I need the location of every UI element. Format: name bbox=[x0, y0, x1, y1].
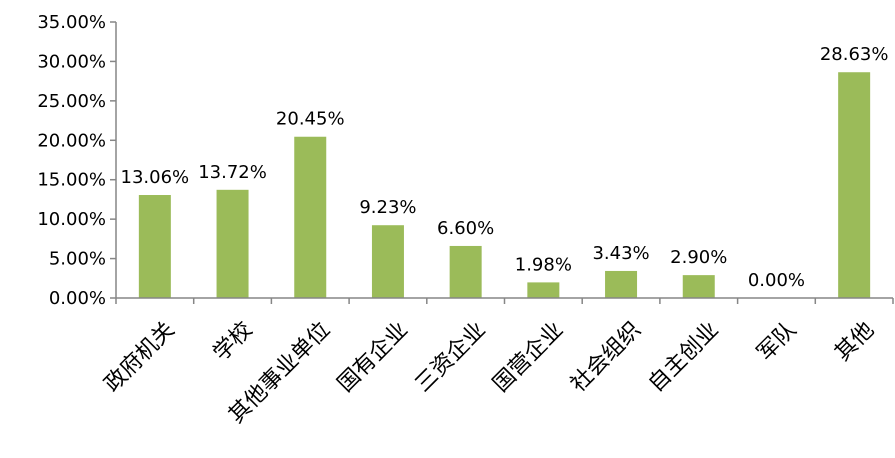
bar bbox=[527, 282, 560, 298]
data-labels: 13.06% 13.72% 20.45% 9.23% 6.60% 1.98% 3.43% 2.… bbox=[121, 44, 889, 291]
data-label: 2.90% bbox=[670, 247, 727, 268]
category-label: 社会组织 bbox=[566, 317, 646, 397]
y-axis: 0.00% 5.00% 10.00% 15.00% 20.00% 25.00% 30.00%… bbox=[37, 12, 117, 309]
data-label: 3.43% bbox=[592, 243, 649, 264]
data-label: 13.06% bbox=[121, 167, 190, 188]
data-label: 28.63% bbox=[820, 44, 889, 65]
data-label: 13.72% bbox=[198, 162, 267, 183]
y-tick-label: 25.00% bbox=[37, 91, 106, 112]
bar bbox=[138, 195, 171, 298]
y-tick-label: 35.00% bbox=[37, 12, 106, 33]
y-tick-label: 5.00% bbox=[49, 249, 106, 270]
y-tick-label: 15.00% bbox=[37, 170, 106, 191]
bar bbox=[605, 270, 638, 298]
category-label: 国有企业 bbox=[333, 317, 413, 397]
category-label: 国营企业 bbox=[488, 317, 568, 397]
y-tick-label: 30.00% bbox=[37, 51, 106, 72]
data-label: 6.60% bbox=[437, 218, 494, 239]
bars bbox=[138, 72, 871, 299]
category-label: 其他 bbox=[830, 317, 879, 366]
bar bbox=[371, 225, 404, 298]
category-label: 政府机关 bbox=[100, 317, 180, 397]
y-tick-label: 10.00% bbox=[37, 209, 106, 230]
data-label: 9.23% bbox=[359, 197, 416, 218]
y-tick-label: 20.00% bbox=[37, 130, 106, 151]
data-label: 1.98% bbox=[515, 254, 572, 275]
bar bbox=[216, 189, 249, 298]
category-label: 三资企业 bbox=[411, 317, 491, 397]
category-label: 学校 bbox=[209, 317, 258, 366]
bar bbox=[294, 136, 327, 298]
y-tick-label: 0.00% bbox=[49, 288, 106, 309]
bar bbox=[682, 275, 715, 298]
data-label: 20.45% bbox=[276, 109, 345, 130]
bar bbox=[449, 245, 482, 298]
data-label: 0.00% bbox=[748, 270, 805, 291]
category-label: 军队 bbox=[753, 317, 802, 366]
category-label: 自主创业 bbox=[644, 317, 724, 397]
bar bbox=[838, 72, 871, 299]
